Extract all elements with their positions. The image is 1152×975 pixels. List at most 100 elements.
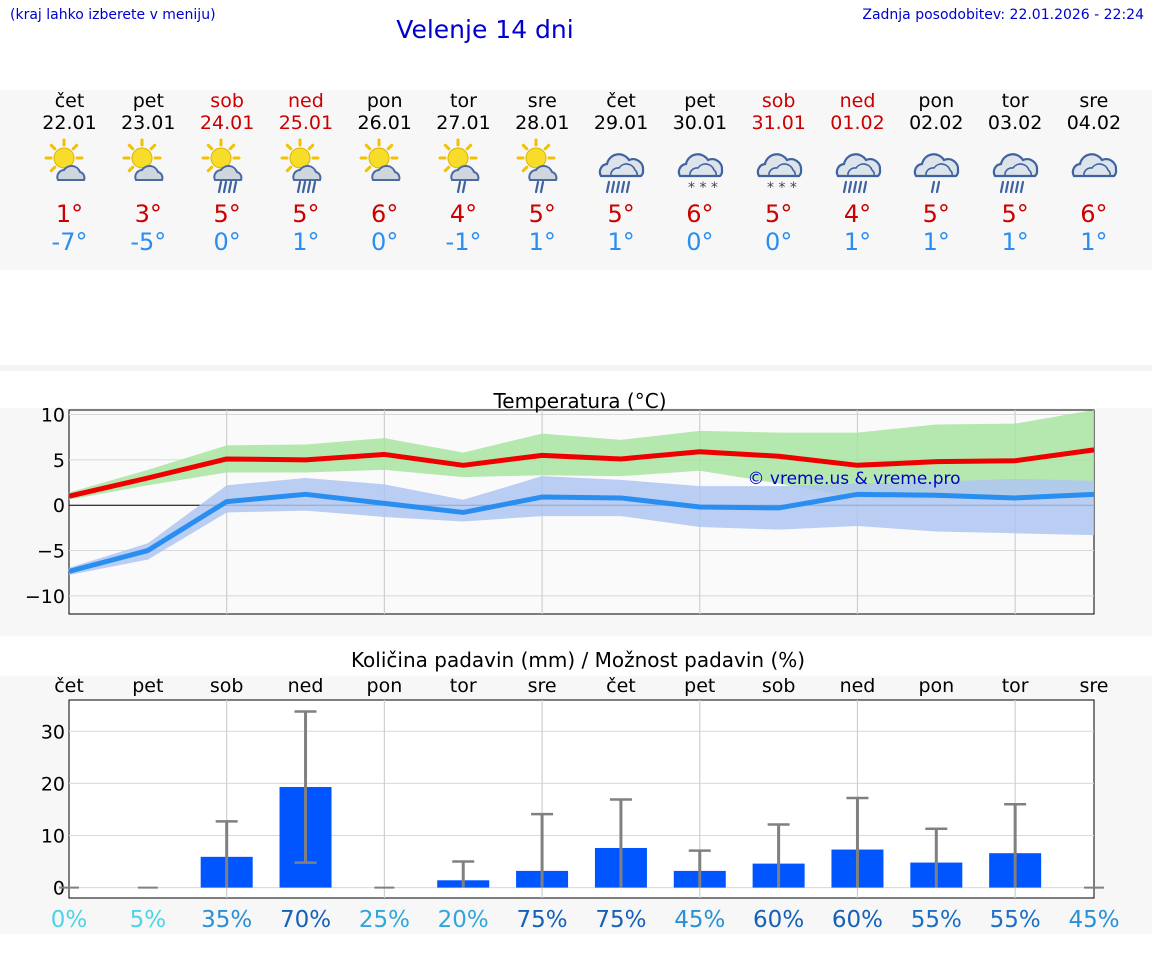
day-date: 28.01 [515, 112, 570, 134]
day-name: tor [1001, 90, 1029, 112]
precip-day-label: sob [210, 675, 244, 697]
temp-ytick-label: −5 [37, 541, 65, 563]
forecast-day: tor 03.02 5° 1° [976, 90, 1055, 260]
forecast-day: sob 24.01 5° 0° [188, 90, 267, 260]
temp-max: 5° [607, 200, 635, 228]
day-name: pet [684, 90, 716, 112]
precip-day-label: pet [132, 675, 163, 697]
page-title: Velenje 14 dni [396, 15, 574, 44]
precip-ytick-label: 0 [53, 878, 65, 900]
temp-min: 1° [843, 228, 872, 256]
cloud-rain-icon [985, 138, 1045, 194]
temp-chart-title: Temperatura (°C) [492, 389, 666, 413]
temp-min: 1° [607, 228, 635, 256]
day-name: pet [132, 90, 164, 112]
forecast-band [0, 90, 1152, 270]
day-date: 29.01 [593, 112, 649, 134]
temp-ytick-label: 10 [41, 405, 65, 427]
temp-max: 5° [292, 200, 320, 228]
precip-probability: 60% [753, 907, 804, 933]
sun-cloud-rain-icon [276, 138, 336, 194]
temp-max: 6° [686, 200, 714, 228]
temp-watermark: © vreme.us & vreme.pro [747, 469, 960, 489]
precip-probability: 20% [438, 907, 489, 933]
temp-min: 1° [528, 228, 556, 256]
forecast-day: pon 26.01 6° 0° [345, 90, 424, 260]
temp-min: 1° [292, 228, 320, 256]
last-update: Zadnja posodobitev: 22.01.2026 - 22:24 [862, 7, 1144, 23]
precip-probability: 55% [911, 907, 962, 933]
forecast-day: sre 28.01 5° 1° [503, 90, 582, 260]
temp-min: -7° [51, 228, 88, 256]
precip-day-label: sre [1080, 675, 1109, 697]
sun-cloud-light-rain-icon [512, 138, 572, 194]
day-date: 31.01 [751, 112, 806, 134]
forecast-day: ned 01.02 4° 1° [818, 90, 897, 260]
precip-chart-title: Količina padavin (mm) / Možnost padavin … [351, 648, 805, 672]
temp-max-line [68, 447, 1095, 499]
precipitation-chart: Količina padavin (mm) / Možnost padavin … [0, 648, 1152, 934]
temp-max: 5° [528, 200, 556, 228]
precip-day-label: čet [606, 675, 636, 697]
forecast-day: sob 31.01 * * * 5° 0° [739, 90, 818, 260]
temp-max: 6° [1080, 200, 1108, 228]
day-date: 26.01 [357, 112, 412, 134]
cloud-icon [1064, 138, 1124, 194]
precip-probability: 75% [595, 907, 646, 933]
day-name: tor [450, 90, 477, 112]
precip-probability: 35% [201, 907, 252, 933]
precip-day-label: ned [288, 675, 324, 697]
day-date: 25.01 [278, 112, 334, 134]
cloud-light-rain-icon [906, 138, 966, 194]
forecast-day: tor 27.01 4° -1° [424, 90, 503, 260]
precip-ytick-label: 30 [41, 721, 65, 743]
precip-probability: 45% [1068, 907, 1119, 933]
region-note: (kraj lahko izberete v meniju) [10, 7, 216, 23]
temp-max: 6° [371, 200, 399, 228]
temp-min: 1° [1080, 228, 1108, 256]
precip-probability: 60% [832, 907, 883, 933]
separator [0, 365, 1152, 371]
precip-day-label: tor [1002, 675, 1029, 697]
day-name: pon [918, 90, 955, 112]
temp-max: 5° [1001, 200, 1029, 228]
precip-ytick-label: 20 [41, 773, 65, 795]
day-name: čet [606, 90, 636, 112]
cloud-rain-icon [828, 138, 888, 194]
sun-cloud-icon [355, 138, 415, 194]
temp-ytick-label: −10 [25, 586, 65, 608]
day-date: 04.02 [1066, 112, 1122, 134]
temp-max: 5° [765, 200, 793, 228]
day-date: 27.01 [436, 112, 491, 134]
day-name: sob [761, 90, 796, 112]
temp-max: 5° [922, 200, 950, 228]
day-date: 03.02 [987, 112, 1043, 134]
temp-min: 0° [213, 228, 241, 256]
precip-day-label: sob [762, 675, 796, 697]
day-name: pon [366, 90, 403, 112]
temp-max: 3° [134, 200, 162, 228]
precip-day-label: pon [367, 675, 403, 697]
precip-day-label: čet [54, 675, 84, 697]
temp-min: -5° [130, 228, 167, 256]
precip-probability: 75% [517, 907, 568, 933]
temp-max: 4° [843, 200, 872, 228]
forecast-day: čet 29.01 5° 1° [582, 90, 661, 260]
precip-probability: 55% [990, 907, 1041, 933]
forecast-day: sre 04.02 6° 1° [1054, 90, 1133, 260]
precip-probability: 5% [130, 907, 167, 933]
temp-min-band [69, 476, 1094, 576]
precip-probability: 0% [51, 907, 88, 933]
day-name: čet [54, 90, 85, 112]
cloud-snow-icon: * * * [670, 138, 730, 196]
precip-probability: 25% [359, 907, 410, 933]
cloud-rain-icon [591, 138, 651, 194]
temp-max: 4° [449, 200, 478, 228]
cloud-snow-icon: * * * [749, 138, 809, 196]
day-name: ned [839, 90, 876, 112]
svg-text:* * *: * * * [767, 180, 797, 194]
day-date: 01.02 [830, 112, 885, 134]
precip-day-label: pet [684, 675, 715, 697]
sun-cloud-icon [118, 138, 178, 194]
temp-min: 1° [1001, 228, 1029, 256]
